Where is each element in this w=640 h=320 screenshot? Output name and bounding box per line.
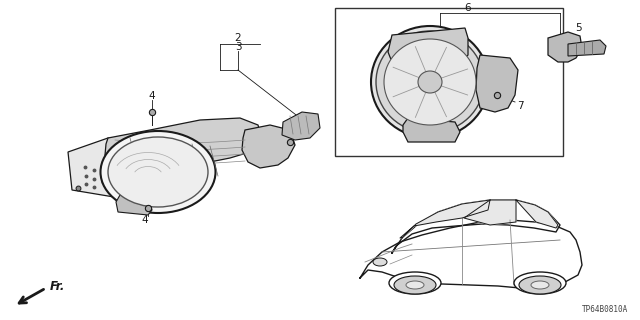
Polygon shape	[568, 40, 606, 56]
Ellipse shape	[384, 39, 476, 125]
Ellipse shape	[418, 71, 442, 93]
Text: 3: 3	[235, 42, 241, 52]
Polygon shape	[400, 200, 490, 238]
Ellipse shape	[519, 276, 561, 294]
Polygon shape	[116, 195, 152, 215]
Ellipse shape	[514, 272, 566, 294]
Bar	[335, 8, 563, 156]
Text: 6: 6	[465, 3, 471, 13]
Ellipse shape	[389, 272, 441, 294]
Polygon shape	[516, 200, 558, 228]
Text: 4: 4	[141, 215, 148, 225]
Text: 4: 4	[294, 129, 301, 139]
Text: TP64B0810A: TP64B0810A	[582, 305, 628, 314]
Ellipse shape	[371, 26, 489, 138]
Ellipse shape	[100, 131, 216, 213]
Polygon shape	[282, 112, 320, 140]
Text: Fr.: Fr.	[50, 279, 65, 292]
Polygon shape	[464, 200, 516, 225]
Polygon shape	[403, 118, 460, 142]
Polygon shape	[242, 125, 295, 168]
Text: 4: 4	[148, 91, 156, 101]
Ellipse shape	[373, 258, 387, 266]
Text: 5: 5	[575, 23, 581, 33]
Ellipse shape	[406, 281, 424, 289]
Text: 2: 2	[235, 33, 241, 43]
Polygon shape	[476, 55, 518, 112]
Ellipse shape	[376, 31, 484, 133]
Polygon shape	[68, 138, 150, 198]
Polygon shape	[548, 32, 582, 62]
Polygon shape	[105, 118, 262, 175]
Text: 7: 7	[516, 101, 524, 111]
Polygon shape	[388, 28, 468, 62]
Ellipse shape	[108, 137, 208, 207]
Ellipse shape	[394, 276, 436, 294]
Ellipse shape	[531, 281, 549, 289]
